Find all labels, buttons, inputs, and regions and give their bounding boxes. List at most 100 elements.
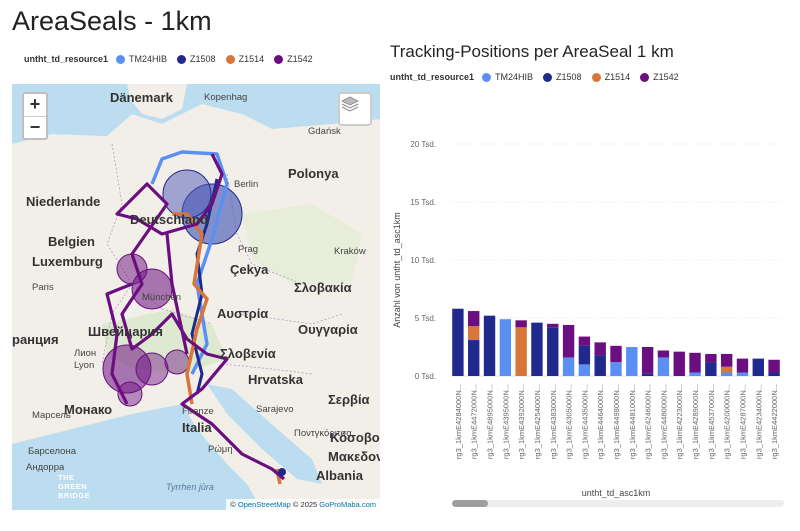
map-label-slovakia: Σλοβακία xyxy=(294,280,352,295)
x-tick-label: rg3_1kmE4234000N... xyxy=(754,384,763,459)
x-tick-label: rg3_1kmE4289000N... xyxy=(691,384,700,459)
bar-segment-z1514 xyxy=(468,326,480,341)
x-tick-label: rg3_1kmE4223000N... xyxy=(675,384,684,459)
bar-chart: 0 Tsd. 5 Tsd. 10 Tsd. 15 Tsd. 20 Tsd. Anzahl … xyxy=(384,94,790,514)
map-panel[interactable]: Dänemark Kopenhag Gdańsk Polonya Niederl… xyxy=(12,84,380,510)
legend-item-tm24hib[interactable]: TM24HIB xyxy=(116,54,167,64)
map-label-firenze: Firenze xyxy=(182,406,214,417)
bar-segment-tm24hib xyxy=(578,364,591,376)
bar-segment-z1508 xyxy=(547,327,559,376)
map-label-slovenia: Σλοβενία xyxy=(220,346,276,361)
legend-label: TM24HIB xyxy=(129,54,168,64)
y-tick-label: 10 Tsd. xyxy=(410,256,436,265)
map-label-belgien: Belgien xyxy=(48,234,95,249)
y-axis-label: Anzahl von untht_td_asc1km xyxy=(392,212,402,328)
legend-item-z1514[interactable]: Z1514 xyxy=(591,72,631,82)
logo-text-line-1: THE xyxy=(58,473,75,482)
map-label-gdansk: Gdańsk xyxy=(308,126,341,137)
zoom-in-button[interactable]: + xyxy=(29,94,41,114)
map-label-switzerland: Швейцария xyxy=(88,324,164,339)
legend-item-z1508[interactable]: Z1508 xyxy=(543,72,582,82)
map-label-niederlande: Niederlande xyxy=(26,194,101,209)
adriatic-sea xyxy=(207,384,322,484)
map-label-cekya: Çekya xyxy=(230,262,269,277)
bar-segment-z1508 xyxy=(641,373,654,376)
legend-label: Z1514 xyxy=(604,72,631,82)
legend-item-tm24hib[interactable]: TM24HIB xyxy=(482,72,533,82)
x-tick-label: rg3_1kmE4435000N... xyxy=(580,384,589,459)
legend-dot-icon xyxy=(543,72,553,82)
track-end-marker xyxy=(278,468,286,476)
horizontal-scrollbar[interactable] xyxy=(452,500,784,507)
map-label-polonya: Polonya xyxy=(288,166,339,181)
layers-button[interactable] xyxy=(338,92,372,126)
layers-icon xyxy=(341,96,359,112)
map-label-barselona: Барселона xyxy=(28,446,76,457)
x-tick-label: rg3_1kmE4472000N... xyxy=(470,384,479,459)
x-tick-label: rg3_1kmE4537000N... xyxy=(707,384,716,459)
map-label-pontgorica: Ποντγκόριτσα xyxy=(294,428,352,439)
attribution-mid: © 2025 xyxy=(290,500,320,509)
x-tick-label: rg3_1kmE4200000N... xyxy=(723,384,732,459)
x-tick-label: rg3_1kmE4383000N... xyxy=(549,384,558,459)
y-tick-label: 0 Tsd. xyxy=(415,372,436,381)
track-tm24hib xyxy=(150,150,229,375)
map-legend: untht_td_resource1 TM24HIB Z1508 Z1514 Z154… xyxy=(24,54,323,64)
map-label-sarajevo: Sarajevo xyxy=(256,404,294,415)
y-tick-label: 5 Tsd. xyxy=(415,314,436,323)
legend-label: Z1508 xyxy=(556,72,582,82)
bar-segment-z1542 xyxy=(657,350,670,358)
chart-title: Tracking-Positions per AreaSeal 1 km xyxy=(390,42,674,61)
zoom-control: + − xyxy=(22,92,48,140)
bar-segment-z1542 xyxy=(641,347,654,374)
legend-item-z1508[interactable]: Z1508 xyxy=(177,54,216,64)
map-attribution: © OpenStreetMap © 2025 GoProMaba.com xyxy=(226,499,380,510)
x-tick-label: rg3_1kmE4254000N... xyxy=(533,384,542,459)
legend-dot-icon xyxy=(274,54,284,64)
x-tick-label: rg3_1kmE4392000N... xyxy=(517,384,526,459)
attribution-gopro-link[interactable]: GoProMaba.com xyxy=(319,500,376,509)
tyrrhenian-sea xyxy=(112,404,262,510)
map-label-danemark: Dänemark xyxy=(110,90,173,105)
area-circle-central xyxy=(162,169,212,219)
bar-segment-z1542 xyxy=(768,359,780,373)
map-label-serbia: Σερβία xyxy=(328,392,370,407)
logo-text: THE GREEN BRIDGE xyxy=(58,473,90,500)
map-label-prag: Prag xyxy=(238,244,259,255)
legend-item-z1542[interactable]: Z1542 xyxy=(640,72,679,82)
x-tick-label: rg3_1kmE4422000N... xyxy=(770,384,779,459)
bar-segment-tm24hib xyxy=(626,347,638,376)
legend-item-z1514[interactable]: Z1514 xyxy=(225,54,265,64)
bar-segment-tm24hib xyxy=(657,357,670,376)
bar-segment-z1542 xyxy=(705,353,717,363)
legend-dot-icon xyxy=(116,54,126,64)
attribution-osm-link[interactable]: OpenStreetMap xyxy=(237,500,291,509)
bar-segment-z1542 xyxy=(562,324,575,358)
track-z1542 xyxy=(105,153,286,481)
logo-text-line-3: BRIDGE xyxy=(58,491,91,500)
bar-segment-tm24hib xyxy=(499,319,512,376)
map-label-marsel: Марсель xyxy=(32,410,71,421)
zoom-out-button[interactable]: − xyxy=(24,116,46,138)
x-tick-label: rg3_1kmE4480000N... xyxy=(659,384,668,459)
chart-legend: untht_td_resource1 TM24HIB Z1508 Z1514 Z154… xyxy=(390,72,689,82)
map-label-makedonia: Μακεδονία xyxy=(328,449,380,464)
bar-segment-z1542 xyxy=(673,351,685,376)
legend-label: Z1514 xyxy=(238,54,265,64)
area-circle-alps xyxy=(135,352,169,386)
map-label-francia: ранция xyxy=(12,332,59,347)
bar-segment-tm24hib xyxy=(562,357,575,376)
land-north xyxy=(12,104,380,510)
bar-segment-tm24hib xyxy=(736,372,749,376)
map-label-luxemburg: Luxemburg xyxy=(32,254,103,269)
legend-label: TM24HIB xyxy=(495,72,534,82)
x-tick-label: rg3_1kmE4895000N... xyxy=(486,384,495,459)
bar-segment-z1542 xyxy=(689,352,701,373)
bar-segment-z1514 xyxy=(515,327,527,376)
map-label-lyon2: Lyon xyxy=(74,360,95,371)
legend-dot-icon xyxy=(177,54,187,64)
map-label-munchen: München xyxy=(142,292,182,303)
legend-item-z1542[interactable]: Z1542 xyxy=(274,54,313,64)
scrollbar-thumb[interactable] xyxy=(452,500,488,507)
y-tick-label: 15 Tsd. xyxy=(410,198,436,207)
